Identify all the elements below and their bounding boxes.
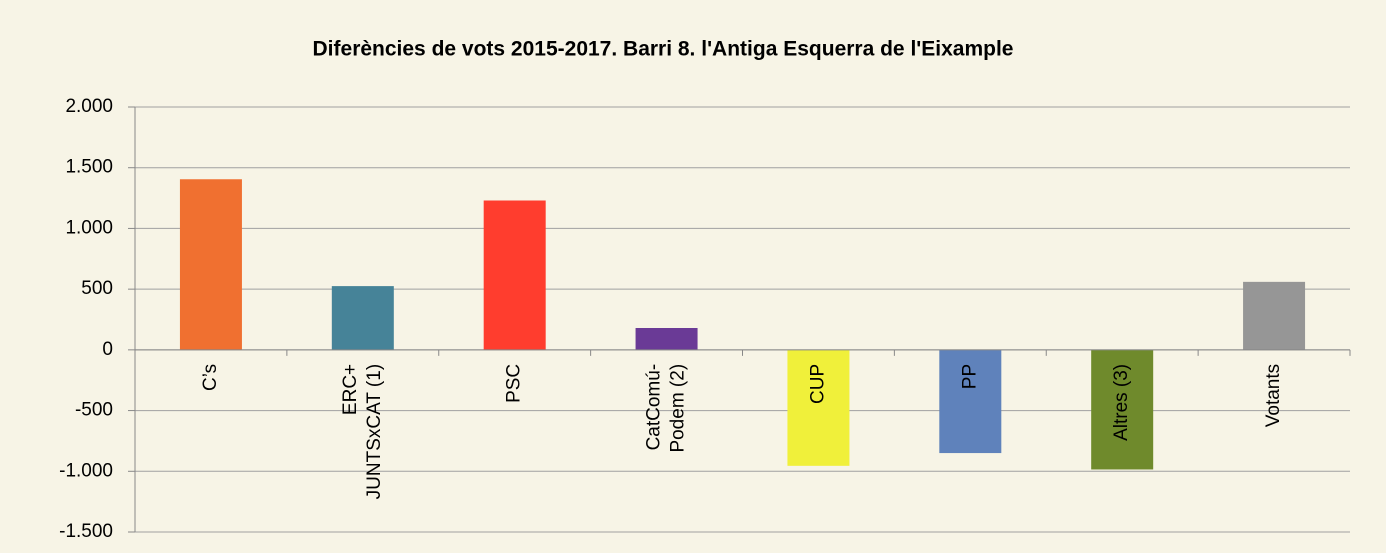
y-tick-label: -1.500 [59,521,113,542]
x-tick-label: Altres (3) [1111,364,1132,441]
chart-title: Diferències de vots 2015-2017. Barri 8. … [313,38,1014,61]
x-tick-label: CUP [807,364,828,404]
label-line: CatComú- [644,364,665,451]
x-tick-label: Votants [1263,364,1284,427]
x-tick-label: PSC [504,364,525,403]
x-tick-label: CatComú- Podem (2) [644,364,689,453]
bar [331,286,394,350]
bar [179,179,242,350]
bar [483,200,546,350]
bar [939,349,1002,454]
x-tick-label: C’s [200,364,221,391]
y-tick-label: 1.500 [65,157,113,178]
bar [1243,281,1306,350]
bar [635,328,698,350]
y-tick-label: 1.000 [65,217,113,238]
y-tick-label: 0 [102,339,113,360]
y-tick-label: 2.000 [65,96,113,117]
bar [1091,349,1154,470]
x-tick-label: PP [959,364,980,389]
label-line: ERC+ [340,364,361,415]
x-tick-label: ERC+ JUNTSxCAT (1) [340,364,385,499]
y-tick-label: 500 [81,278,113,299]
y-tick-label: -1.000 [59,460,113,481]
y-tick-label: -500 [75,400,113,421]
bar [787,349,850,466]
label-line: Podem (2) [668,364,689,453]
label-line: JUNTSxCAT (1) [364,364,385,499]
